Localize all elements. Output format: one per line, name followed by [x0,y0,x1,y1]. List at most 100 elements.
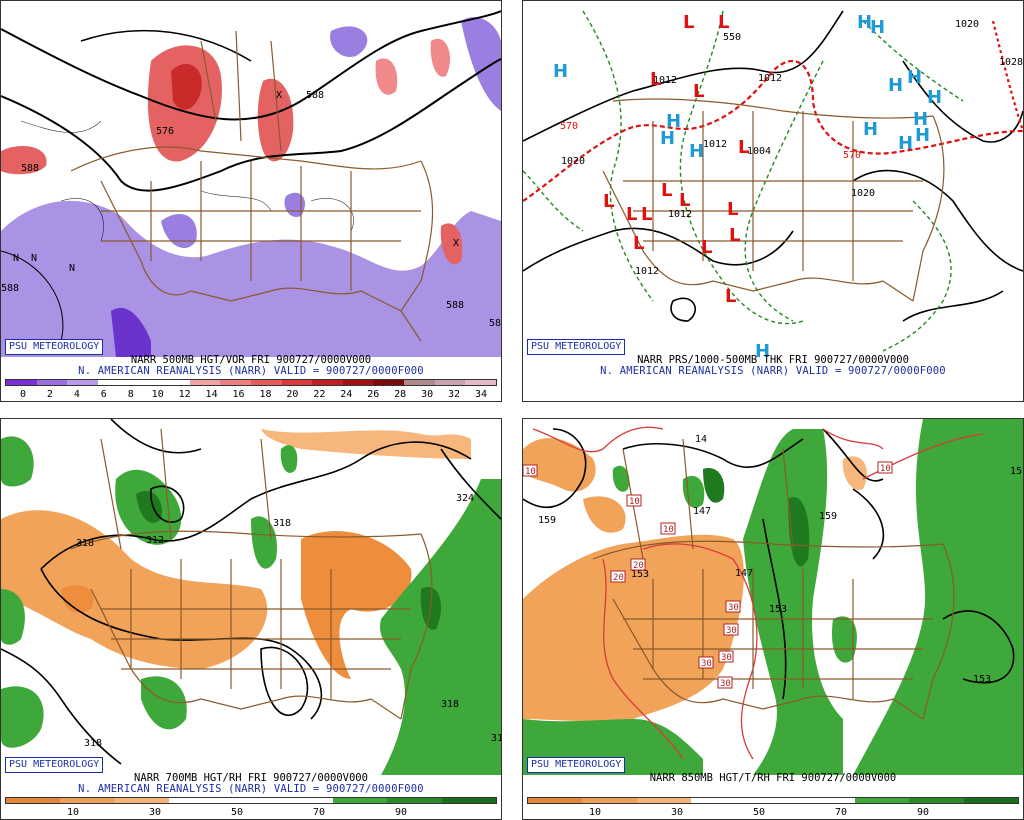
low-pressure-marker: L [683,12,694,33]
vorticity-map-canvas: 588 576 588 588 588 58 N N N X X [1,1,501,357]
low-pressure-marker: L [693,81,704,102]
temperature-label: 30 [725,600,741,613]
thickness-label: 570 [560,121,578,132]
contour-label: N [69,263,75,274]
rh-colorbar-labels: 10 30 50 70 90 [1,807,501,819]
thickness-map-canvas: H H H H H H H H H H H H H H L L L L L L [523,1,1023,357]
thickness-contours [523,10,964,352]
high-pressure-marker: H [689,141,704,162]
rh-colorbar [5,797,497,804]
colorbar-swatch [342,380,374,385]
high-pressure-marker: H [888,75,903,96]
colorbar-label: 50 [752,807,766,818]
rh700-map-canvas: 318 312 318 324 318 318 318 [1,419,501,775]
colorbar-label: 12 [178,389,191,400]
high-pressure-marker: H [915,125,930,146]
contour-label: 588 [306,90,324,101]
svg-text:20: 20 [633,561,644,571]
contour-label: 147 [735,568,753,579]
contour-label: 58 [489,318,501,329]
svg-text:10: 10 [663,525,674,535]
isobar-label: 1012 [703,139,727,150]
low-pressure-marker: L [729,225,740,246]
low-pressure-marker: L [725,286,736,307]
colorbar-label: 10 [588,807,602,818]
colorbar-swatch [97,380,129,385]
colorbar-swatch [189,380,221,385]
colorbar-label: 70 [834,807,848,818]
temperature-label: 30 [718,650,734,663]
colorbar-label: 0 [19,389,27,400]
svg-text:10: 10 [880,464,891,474]
isobar-label: 1012 [635,266,659,277]
colorbar-label: 50 [230,807,244,818]
isobar-label: 1012 [653,75,677,86]
svg-text:30: 30 [728,603,739,613]
colorbar-swatch [312,380,343,385]
svg-text:30: 30 [701,659,712,669]
contour-label: 159 [538,515,556,526]
psu-meteorology-badge: PSU METEOROLOGY [5,339,104,355]
colorbar-label: 8 [127,389,134,400]
height-contour [1,58,501,192]
temperature-label: 20 [610,570,626,583]
dry-area [1,510,268,669]
map-caption: NARR 500MB HGT/VOR FRI 900727/0000V000 [130,354,372,366]
colorbar-label: 6 [100,389,107,400]
high-pressure-marker: H [755,341,770,357]
isobar-label: 1004 [747,146,771,157]
thickness-550-line [991,20,1023,132]
contour-label: N [13,253,19,264]
vorticity-colorbar-labels: 0 2 4 6 8 10 12 14 16 18 20 22 24 26 28 30 32 34 [1,389,501,401]
high-pressure-marker: H [660,128,675,149]
colorbar-swatch [36,380,68,385]
colorbar-label: 24 [340,389,353,400]
isobar-label: 1028 [999,57,1023,68]
contour-label: 588 [446,300,464,311]
colorbar-label: 16 [232,389,245,400]
psu-meteorology-badge: PSU METEOROLOGY [527,757,626,773]
high-pressure-marker: H [927,87,942,108]
contour-label: 159 [819,511,837,522]
svg-text:10: 10 [525,467,536,477]
map-valid-caption: N. AMERICAN REANALYSIS (NARR) VALID = 90… [78,783,424,795]
colorbar-label: 70 [312,807,326,818]
political-boundaries [70,30,434,342]
colorbar-label: 28 [394,389,407,400]
contour-label: 318 [84,738,102,749]
isobar [852,169,1023,272]
isobar [523,10,844,142]
colorbar-swatch [220,380,251,385]
thickness-570-line [523,60,1023,202]
svg-text:10: 10 [629,497,640,507]
colorbar-swatch [465,380,496,385]
temperature-label: 30 [723,623,739,636]
colorbar-label: 90 [394,807,408,818]
thickness-label: 570 [843,150,861,161]
panel-700mb-rh: 318 312 318 324 318 318 318 PSU METEOROL… [0,418,502,820]
colorbar-swatch [169,798,224,803]
map-valid-caption: N. AMERICAN REANALYSIS (NARR) VALID = 90… [600,365,946,377]
height-contour [1,10,501,121]
height-contours [523,428,1015,700]
contour-label: X [276,90,282,101]
thickness-map: H H H H H H H H H H H H H H L L L L L L [523,1,1023,357]
high-pressure-marker: H [913,109,928,130]
isobar-label: 1020 [955,19,979,30]
colorbar-swatch [434,380,466,385]
t850-map-canvas: 159 147 147 159 153 153 153 14 15 10 10 … [523,419,1023,775]
temperature-label: 10 [626,494,642,507]
colorbar-swatch [223,798,279,803]
psu-meteorology-badge: PSU METEOROLOGY [5,757,104,773]
low-pressure-marker: L [633,233,644,254]
colorbar-label: 18 [259,389,272,400]
colorbar-label: 20 [286,389,299,400]
colorbar-label: 30 [421,389,434,400]
svg-text:20: 20 [613,573,624,583]
isobar [902,60,1023,143]
colorbar-swatch [251,380,282,385]
vorticity-map: 588 576 588 588 588 58 N N N X X [1,1,501,357]
colorbar-label: 2 [46,389,53,400]
colorbar-swatch [373,380,405,385]
temperature-label: 30 [717,676,733,689]
